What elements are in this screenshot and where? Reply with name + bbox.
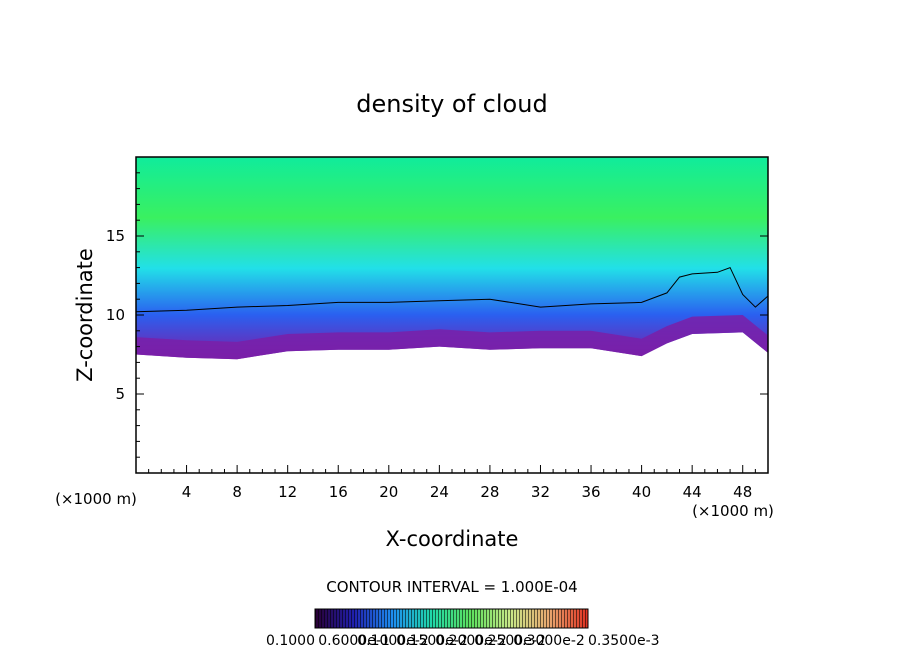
y-tick-label: 15 — [106, 227, 125, 245]
x-tick-label: 16 — [329, 483, 348, 501]
x-tick-label: 48 — [733, 483, 752, 501]
colorbar-label: 0.3000e-2 — [513, 633, 585, 649]
y-axis: 5 10 15 — [106, 172, 768, 458]
plot-area — [136, 157, 768, 473]
x-axis-label: X-coordinate — [386, 527, 519, 551]
x-tick-label: 36 — [581, 483, 600, 501]
colorbar-label: 0.1500e-2 — [396, 633, 468, 649]
chart-title: density of cloud — [356, 90, 547, 118]
x-tick-label: 4 — [182, 483, 192, 501]
contour-line — [136, 266, 768, 313]
x-tick-label: 44 — [683, 483, 702, 501]
colorbar-label: 0.6000e-1 — [318, 633, 390, 649]
y-axis-label: Z-coordinate — [73, 248, 97, 382]
colorbar — [314, 608, 589, 629]
colorbar-labels: 0.1000 0.6000e-10.1000e-20.1500e-20.2000e… — [266, 633, 660, 649]
x-unit-label-right: (×1000 m) — [692, 502, 774, 520]
x-axis: 4 8 12 16 20 24 28 32 36 40 44 48 — [148, 465, 756, 501]
colorbar-label: 0.2500e-2 — [474, 633, 546, 649]
x-tick-label: 20 — [379, 483, 398, 501]
x-tick-label: 32 — [531, 483, 550, 501]
colorbar-label: 0.1000 — [266, 633, 315, 649]
colorbar-label: 0.3500e-3 — [588, 633, 660, 649]
contour-interval-text: CONTOUR INTERVAL = 1.000E-04 — [326, 578, 577, 596]
x-tick-label: 28 — [480, 483, 499, 501]
x-unit-label-left: (×1000 m) — [55, 490, 137, 508]
y-tick-label: 5 — [115, 385, 125, 403]
x-tick-label: 12 — [278, 483, 297, 501]
cloud-base-band — [136, 315, 768, 360]
x-tick-label: 40 — [632, 483, 651, 501]
x-tick-label: 24 — [430, 483, 449, 501]
x-tick-label: 8 — [232, 483, 242, 501]
cloud-density-field — [136, 157, 768, 360]
y-tick-label: 10 — [106, 306, 125, 324]
colorbar-label: 0.1000e-2 — [357, 633, 429, 649]
colorbar-label: 0.2000e-2 — [435, 633, 507, 649]
